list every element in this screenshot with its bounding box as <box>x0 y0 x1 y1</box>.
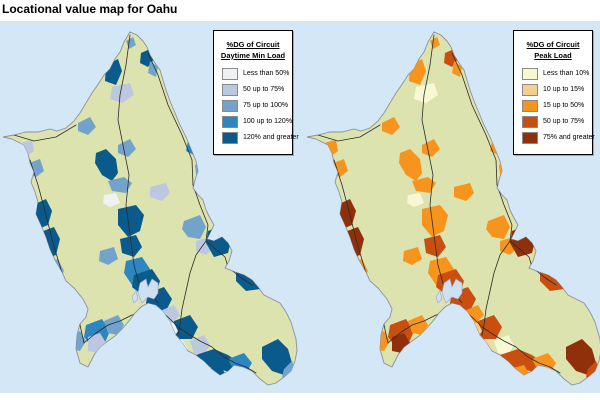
legend-item: 120% and greater <box>219 131 299 144</box>
legend-item-label: 10 up to 15% <box>543 86 585 94</box>
legend-title-line2: Peak Load <box>534 50 572 60</box>
legend-item: Less than 10% <box>519 67 590 80</box>
legend-item: 50 up to 75% <box>219 83 287 96</box>
legend-color-swatch <box>522 115 538 128</box>
legend-item: 50 up to 75% <box>519 115 587 128</box>
legend-title: %DG of Circuit Daytime Min Load <box>219 40 287 62</box>
legend-item-label: Less than 10% <box>543 70 590 78</box>
legend-item-label: 120% and greater <box>243 134 299 142</box>
legend-color-swatch <box>522 99 538 112</box>
legend-title-line2: Daytime Min Load <box>220 50 286 60</box>
legend-color-swatch <box>522 67 538 80</box>
page-title: Locational value map for Oahu <box>2 2 178 16</box>
legend-items: Less than 50% 50 up to 75% 75 up to 100%… <box>219 67 299 144</box>
legend-item: 75 up to 100% <box>219 99 289 112</box>
legend-title-line1: %DG of Circuit <box>226 40 280 49</box>
legend-color-swatch <box>222 67 238 80</box>
legend-title-line1: %DG of Circuit <box>526 40 580 49</box>
legend-item-label: 75 up to 100% <box>243 102 289 110</box>
legend-item: 100 up to 120% <box>219 115 292 128</box>
legend-color-swatch <box>222 131 238 144</box>
legend-color-swatch <box>222 83 238 96</box>
legend-items: Less than 10% 10 up to 15% 15 up to 50% … <box>519 67 595 144</box>
legend-title: %DG of Circuit Peak Load <box>519 40 587 62</box>
legend-item-label: 100 up to 120% <box>243 118 293 126</box>
legend-item: Less than 50% <box>219 67 290 80</box>
legend-item-label: Less than 50% <box>243 70 290 78</box>
legend-color-swatch <box>222 115 238 128</box>
title-bar: Locational value map for Oahu <box>0 0 600 21</box>
legend-color-swatch <box>522 83 538 96</box>
oahu-maps-svg <box>0 21 600 393</box>
legend-item-label: 50 up to 75% <box>543 118 585 126</box>
legend-daytime-min-load: %DG of Circuit Daytime Min Load Less tha… <box>213 30 299 155</box>
legend-item: 10 up to 15% <box>519 83 587 96</box>
legend-item: 75% and greater <box>519 131 595 144</box>
legend-item: 15 up to 50% <box>519 99 587 112</box>
legend-item-label: 50 up to 75% <box>243 86 285 94</box>
legend-color-swatch <box>522 131 538 144</box>
legend-item-label: 75% and greater <box>543 134 595 142</box>
legend-item-label: 15 up to 50% <box>543 102 585 110</box>
map-canvas: %DG of Circuit Daytime Min Load Less tha… <box>0 21 600 393</box>
legend-peak-load: %DG of Circuit Peak Load Less than 10% 1… <box>513 30 595 155</box>
legend-color-swatch <box>222 99 238 112</box>
